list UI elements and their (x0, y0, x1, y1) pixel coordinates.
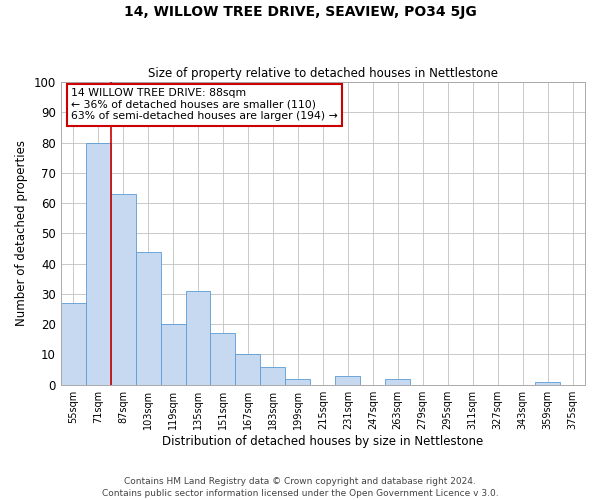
Bar (385, 378, 410, 384)
Text: 14, WILLOW TREE DRIVE, SEAVIEW, PO34 5JG: 14, WILLOW TREE DRIVE, SEAVIEW, PO34 5JG (124, 5, 476, 19)
Bar (211, 334, 235, 384)
Bar (86, 142, 110, 384)
Bar (535, 382, 560, 384)
Title: Size of property relative to detached houses in Nettlestone: Size of property relative to detached ho… (148, 66, 498, 80)
Bar (61, 303, 86, 384)
Bar (335, 376, 360, 384)
Bar (185, 291, 211, 384)
Bar (286, 378, 310, 384)
Bar (161, 324, 185, 384)
Y-axis label: Number of detached properties: Number of detached properties (15, 140, 28, 326)
Bar (235, 354, 260, 384)
Bar (110, 194, 136, 384)
Bar (136, 252, 161, 384)
X-axis label: Distribution of detached houses by size in Nettlestone: Distribution of detached houses by size … (162, 434, 484, 448)
Bar (260, 366, 286, 384)
Text: 14 WILLOW TREE DRIVE: 88sqm
← 36% of detached houses are smaller (110)
63% of se: 14 WILLOW TREE DRIVE: 88sqm ← 36% of det… (71, 88, 338, 122)
Text: Contains HM Land Registry data © Crown copyright and database right 2024.
Contai: Contains HM Land Registry data © Crown c… (101, 476, 499, 498)
